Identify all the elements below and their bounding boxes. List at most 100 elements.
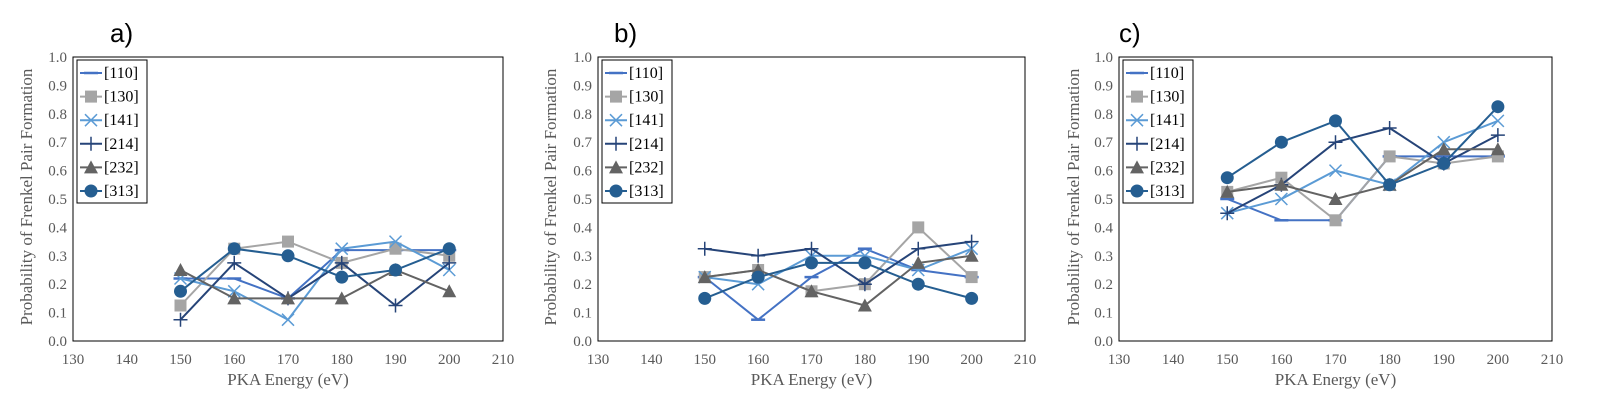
data-point [1328,164,1343,178]
data-point [442,242,456,256]
x-tick-label: 160 [747,352,770,368]
x-tick-label: 200 [438,352,461,368]
data-point [173,263,188,276]
legend-label: [130] [629,89,664,106]
data-point [912,221,925,234]
legend-entry: [313] [1126,183,1185,200]
data-point [1220,206,1235,221]
data-point [1437,157,1451,170]
legend-marker [609,113,623,127]
x-tick-label: 150 [169,352,192,368]
legend-marker [1130,113,1144,127]
data-point [281,313,295,327]
legend-entry: [214] [80,136,139,153]
y-tick-label: 0.6 [48,164,67,180]
data-point [443,249,456,262]
legend-entry: [141] [80,112,139,129]
data-point [697,241,712,256]
legend-entry: [214] [1126,136,1185,153]
series-line [1227,148,1498,201]
y-tick-label: 0.7 [573,135,592,151]
data-point [965,291,979,305]
legend-marker [84,113,98,127]
legend-label: [313] [629,183,664,200]
data-point [911,255,926,269]
data-point [964,248,979,262]
legend-entry: [313] [605,183,664,200]
data-point [227,291,242,305]
x-tick-label: 150 [694,352,717,368]
data-point [857,298,872,312]
y-tick-label: 1.0 [1094,50,1113,66]
series-130 [698,221,978,298]
series-line [180,268,450,300]
data-point [1329,114,1342,128]
data-point [227,242,241,256]
legend-box [76,59,148,204]
legend-marker [609,160,623,174]
legend-marker [610,90,622,103]
legend: [110] [130] [141] [214] [232] [313] [1122,59,1194,204]
x-tick-label: 140 [640,352,663,368]
y-tick-label: 1.0 [48,50,67,66]
x-tick-label: 200 [960,352,983,368]
panel-label: a) [110,18,133,48]
data-point [858,256,872,270]
y-tick-label: 0.2 [1094,277,1113,293]
data-point [1220,184,1235,198]
y-tick-label: 0.7 [1094,135,1113,151]
data-point [751,248,766,263]
data-point [1220,171,1234,185]
series-313 [1220,100,1505,192]
y-tick-label: 0.1 [573,306,592,322]
data-point [334,255,349,270]
x-axis-label: PKA Energy (eV) [751,370,873,389]
legend: [110] [130] [141] [214] [232] [313] [601,59,673,204]
data-point [1437,135,1451,149]
data-point [1491,100,1505,114]
chart-panel-c: c) 0.0 0.1 0.2 0.3 0.4 0.5 0.6 0.7 0.8 0.9 1.0 130 14… [1064,18,1563,389]
series-line [1226,106,1499,186]
y-tick-label: 0.0 [573,334,592,350]
y-axis-label: Probability of Frenkel Pair Formation [541,68,560,325]
x-tick-label: 210 [1014,352,1037,368]
legend-label: [110] [1150,65,1184,82]
legend-entry: [141] [1126,112,1185,129]
x-tick-label: 140 [1162,352,1185,368]
x-tick-label: 130 [1108,352,1131,368]
x-tick-label: 190 [907,352,930,368]
y-axis-label: Probability of Frenkel Pair Formation [17,68,36,325]
legend-entry: [232] [605,159,664,176]
legend: [110] [130] [141] [214] [232] [313] [76,59,148,204]
legend-label: [141] [1150,112,1185,129]
legend-label: [232] [104,159,139,176]
legend-box [1122,59,1194,204]
legend-entry: [110] [605,65,663,82]
series-line [704,254,972,307]
x-tick-label: 140 [116,352,139,368]
x-tick-label: 180 [854,352,877,368]
legend-marker [1130,160,1144,174]
x-tick-label: 200 [1487,352,1510,368]
panel-label: c) [1119,18,1141,48]
data-point [1490,142,1505,156]
data-point [1491,114,1505,128]
x-tick-label: 160 [1270,352,1293,368]
data-point [389,263,402,277]
legend-marker [1131,90,1143,103]
y-tick-label: 0.3 [48,249,67,265]
y-tick-label: 0.2 [48,277,67,293]
y-tick-label: 0.8 [48,107,67,123]
x-tick-label: 210 [1541,352,1564,368]
legend-marker [609,184,623,198]
series-line [179,247,450,293]
y-tick-label: 0.3 [573,249,592,265]
x-tick-label: 160 [223,352,246,368]
data-point [442,284,457,298]
y-tick-label: 0.8 [573,107,592,123]
data-point [174,284,187,298]
data-point [804,241,819,256]
data-point [1328,135,1343,150]
data-point [389,242,402,255]
chart-panel-a: a) 0.0 0.1 0.2 0.3 0.4 0.5 0.6 0.7 0.8 0.9 1.0 130 14… [17,18,514,389]
